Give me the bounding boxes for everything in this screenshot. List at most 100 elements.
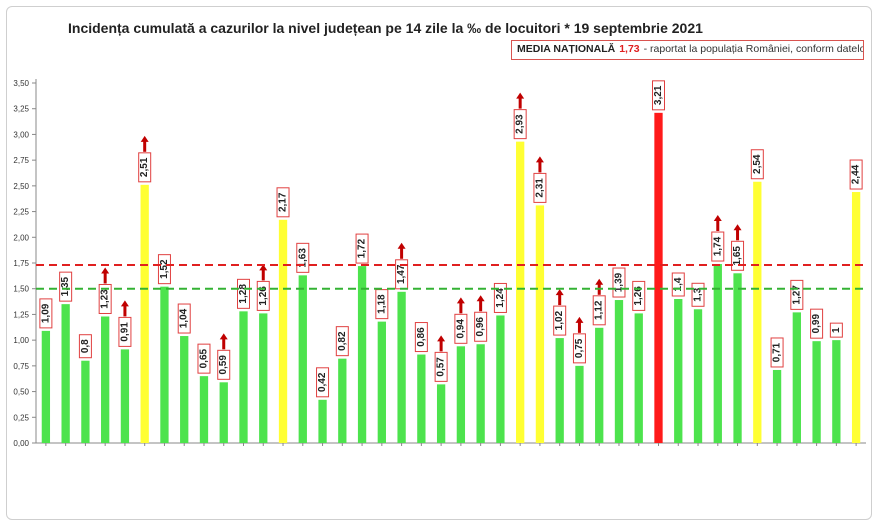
data-label-box bbox=[217, 349, 231, 380]
bar bbox=[61, 304, 70, 443]
data-label: 2,17 bbox=[278, 192, 289, 212]
y-tick-label: 2,75 bbox=[13, 156, 29, 165]
data-label: 2,93 bbox=[515, 114, 526, 134]
bar bbox=[575, 365, 584, 443]
data-label: 2,31 bbox=[534, 178, 545, 198]
trend-arrow-up-icon bbox=[577, 321, 581, 333]
trend-arrow-up-icon bbox=[140, 135, 149, 142]
data-label-box bbox=[157, 254, 171, 285]
bar bbox=[555, 338, 564, 443]
bar bbox=[298, 275, 307, 443]
data-label: 0,65 bbox=[198, 348, 209, 368]
data-label: 2,51 bbox=[139, 157, 150, 177]
data-label-box bbox=[355, 233, 369, 264]
data-label-box bbox=[474, 311, 488, 342]
legend-value: 1,73 bbox=[619, 43, 640, 55]
trend-arrow-up-icon bbox=[261, 269, 265, 281]
data-label: 1,52 bbox=[159, 259, 170, 279]
data-label-box bbox=[118, 316, 132, 347]
bar bbox=[259, 313, 268, 443]
data-label: 1,74 bbox=[712, 236, 723, 256]
data-label-box bbox=[829, 322, 843, 338]
trend-arrow-up-icon bbox=[733, 224, 742, 231]
trend-arrow-up-icon bbox=[397, 242, 406, 249]
data-label-box bbox=[731, 240, 745, 271]
bar bbox=[101, 316, 110, 443]
data-label-box bbox=[335, 326, 349, 357]
data-label: 1,47 bbox=[396, 264, 407, 284]
data-label: 0,57 bbox=[436, 357, 447, 377]
chart-frame bbox=[6, 6, 872, 520]
bar bbox=[41, 330, 51, 443]
trend-arrow-up-icon bbox=[437, 335, 446, 342]
trend-arrow-up-icon bbox=[123, 305, 127, 317]
trend-arrow-up-icon bbox=[535, 156, 544, 163]
data-label: 1,39 bbox=[613, 272, 624, 292]
data-label: 0,94 bbox=[455, 319, 466, 339]
bar bbox=[318, 399, 327, 443]
legend-note: - raportat la populația României, confor… bbox=[643, 43, 863, 55]
bar bbox=[397, 291, 406, 443]
y-tick-label: 0,00 bbox=[13, 439, 29, 448]
y-tick-label: 3,25 bbox=[13, 105, 29, 114]
y-tick-label: 0,75 bbox=[13, 362, 29, 371]
bar bbox=[219, 382, 228, 443]
data-label-box bbox=[177, 303, 191, 334]
trend-arrow-up-icon bbox=[476, 295, 485, 302]
bar bbox=[674, 299, 683, 443]
data-label: 2,44 bbox=[851, 164, 862, 184]
trend-arrow-up-icon bbox=[479, 300, 483, 312]
data-label: 1,28 bbox=[238, 284, 249, 304]
data-label-box bbox=[98, 283, 112, 314]
data-label: 2,54 bbox=[752, 154, 763, 174]
data-label: 1 bbox=[831, 327, 842, 333]
y-tick-label: 2,50 bbox=[13, 182, 29, 191]
bar bbox=[496, 315, 505, 443]
bar bbox=[357, 266, 367, 443]
trend-arrow-up-icon bbox=[595, 278, 604, 285]
bar bbox=[377, 321, 386, 443]
data-label: 1,35 bbox=[60, 276, 71, 296]
data-label: 1,02 bbox=[554, 310, 565, 330]
data-label-box bbox=[316, 367, 330, 398]
bar bbox=[516, 141, 525, 443]
y-tick-label: 0,50 bbox=[13, 388, 29, 397]
bar bbox=[535, 205, 545, 443]
data-label: 0,99 bbox=[811, 314, 822, 334]
legend-label: MEDIA NAȚIONALĂ bbox=[517, 43, 616, 55]
trend-arrow-up-icon bbox=[259, 264, 268, 271]
bar bbox=[278, 219, 288, 443]
y-tick-label: 2,00 bbox=[13, 233, 29, 242]
data-label: 0,96 bbox=[475, 317, 486, 337]
data-label: 0,42 bbox=[317, 372, 328, 392]
data-label-box bbox=[770, 337, 784, 368]
bar bbox=[851, 192, 861, 443]
data-label: 1,3 bbox=[693, 287, 704, 301]
data-label-box bbox=[553, 305, 567, 336]
trend-arrow-up-icon bbox=[400, 247, 404, 259]
bar bbox=[693, 309, 703, 443]
y-tick-label: 1,75 bbox=[13, 259, 29, 268]
data-label: 3,21 bbox=[653, 85, 664, 105]
data-label: 1,27 bbox=[791, 285, 802, 305]
bar bbox=[792, 312, 801, 443]
bar bbox=[753, 181, 762, 443]
data-label: 1,04 bbox=[179, 308, 190, 328]
trend-arrow-up-icon bbox=[120, 300, 129, 307]
data-label: 1,65 bbox=[732, 246, 743, 266]
data-label-box bbox=[810, 308, 824, 339]
y-tick-label: 1,00 bbox=[13, 336, 29, 345]
bar bbox=[417, 354, 426, 443]
bar bbox=[180, 336, 189, 443]
data-label-box bbox=[750, 149, 764, 180]
y-tick-label: 3,50 bbox=[13, 79, 29, 88]
trend-arrow-up-icon bbox=[555, 289, 564, 296]
trend-arrow-up-icon bbox=[716, 220, 720, 232]
data-label-box bbox=[612, 267, 626, 298]
data-label: 1,4 bbox=[673, 277, 684, 291]
trend-arrow-up-icon bbox=[101, 267, 110, 274]
data-label: 0,86 bbox=[416, 327, 427, 347]
trend-arrow-up-icon bbox=[219, 333, 228, 340]
data-label-box bbox=[592, 295, 606, 326]
